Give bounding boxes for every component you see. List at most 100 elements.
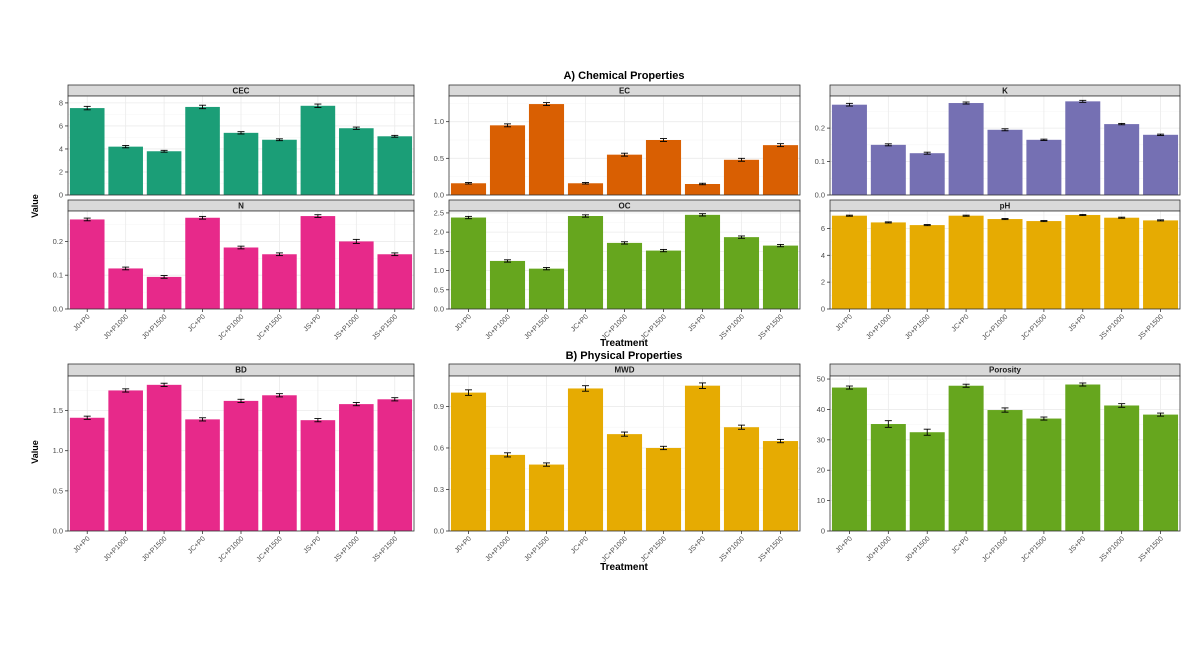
y-tick-label: 2: [59, 167, 63, 176]
bar-jc-p1000: [987, 410, 1023, 531]
bar-js-p0: [1065, 101, 1101, 195]
x-tick-label: JS+P0: [303, 535, 323, 555]
y-tick-label: 1.5: [434, 247, 444, 256]
panel-oc: OC 0.0 0.5 1.0 1.5 2.0 2.5 J0+P0 J0+P1000 J0+P150…: [434, 199, 801, 342]
x-tick-label: JC+P1500: [1020, 535, 1048, 563]
bar-j0-p1500: [528, 104, 565, 195]
x-tick-label: JC+P1000: [217, 313, 245, 341]
bar-jc-p1500: [1026, 221, 1062, 309]
x-tick-label: JS+P1000: [333, 535, 361, 563]
bar-jc-p1000: [606, 434, 643, 531]
x-tick-label: J0+P1000: [485, 535, 512, 562]
y-tick-label: 1.0: [434, 266, 444, 275]
bar-js-p1500: [762, 145, 799, 195]
y-tick-label: 0.6: [434, 443, 444, 452]
x-tick-label: JC+P0: [951, 313, 971, 333]
y-axis-label-b: Value: [30, 440, 40, 464]
x-tick-label: J0+P0: [73, 535, 92, 554]
bar-j0-p1500: [528, 268, 565, 309]
x-tick-label: J0+P0: [454, 535, 473, 554]
y-tick-label: 20: [817, 466, 825, 475]
panel-bd: BD 0.0 0.5 1.0 1.5 J0+P0 J0+P1000 J0+P1500 JC+P0…: [53, 363, 415, 564]
bar-js-p0: [1065, 384, 1101, 531]
bar-jc-p1000: [223, 132, 259, 195]
x-tick-label: JC+P1500: [640, 535, 668, 563]
bar-js-p1000: [1104, 405, 1140, 531]
bar-j0-p0: [69, 219, 105, 309]
bar-js-p1500: [377, 399, 413, 531]
bar-js-p1500: [377, 136, 413, 195]
facet-title: EC: [619, 87, 630, 96]
bar-j0-p1000: [489, 125, 526, 195]
panel-k: K 0.0 0.1 0.2: [815, 84, 1181, 200]
x-tick-label: JC+P1000: [601, 535, 629, 563]
bar-j0-p1500: [909, 153, 945, 195]
bar-js-p0: [684, 214, 721, 309]
bar-js-p1000: [339, 128, 374, 195]
panel-porosity: Porosity 0 10 20 30 40 50 J0+P0 J0+P1000 J0+P1500…: [817, 363, 1181, 564]
bar-jc-p0: [567, 183, 604, 195]
x-tick-label: JS+P1000: [333, 313, 361, 341]
x-tick-label: JS+P1000: [1098, 313, 1126, 341]
y-tick-label: 0.5: [434, 285, 444, 294]
y-tick-label: 0.3: [434, 485, 444, 494]
facet-title: pH: [1000, 202, 1011, 211]
y-tick-label: 1.5: [53, 406, 63, 415]
bar-j0-p1500: [146, 151, 182, 195]
bar-j0-p1000: [870, 144, 906, 195]
x-tick-label: J0+P1500: [141, 535, 168, 562]
section-b-title: B) Physical Properties: [566, 350, 683, 362]
bar-jc-p0: [948, 103, 984, 195]
panel-cec: CEC 0 2 4 6 8: [59, 84, 415, 200]
bar-js-p1000: [723, 427, 760, 531]
bar-js-p1000: [339, 241, 374, 309]
y-tick-label: 0.9: [434, 402, 444, 411]
x-tick-label: J0+P1000: [865, 313, 892, 340]
y-tick-label: 0: [821, 305, 825, 314]
x-tick-label: JC+P1000: [217, 535, 245, 563]
y-tick-label: 6: [821, 224, 825, 233]
bar-j0-p0: [69, 417, 105, 531]
y-tick-label: 0.0: [434, 305, 444, 314]
bar-jc-p1500: [262, 139, 297, 195]
facet-title: CEC: [233, 87, 250, 96]
bar-jc-p0: [185, 106, 220, 195]
y-axis-label-a: Value: [30, 194, 40, 218]
y-tick-label: 0.0: [53, 305, 63, 314]
bar-j0-p1000: [108, 146, 143, 195]
x-tick-label: JS+P1500: [757, 535, 785, 563]
bar-jc-p1500: [262, 254, 297, 309]
y-tick-label: 1.0: [53, 446, 63, 455]
x-tick-label: JC+P1500: [256, 535, 284, 563]
bar-jc-p1500: [645, 140, 682, 195]
facet-panels: CEC 0 2 4 6 8 EC 0.0 0.5 1.0 K 0.0 0.1 0.2 N 0.0 0.1 0.2 J…: [53, 84, 1181, 564]
bar-jc-p1000: [606, 242, 643, 309]
x-tick-label: J0+P1500: [904, 535, 931, 562]
panel-n: N 0.0 0.1 0.2 J0+P0 J0+P1000 J0+P1500 JC+P0 JC+P…: [53, 199, 415, 342]
y-tick-label: 0.0: [434, 527, 444, 536]
bar-j0-p0: [69, 108, 105, 195]
x-tick-label: JC+P1000: [981, 535, 1009, 563]
y-tick-label: 0.1: [53, 271, 63, 280]
x-tick-label: J0+P1000: [485, 313, 512, 340]
x-tick-label: JC+P1500: [640, 313, 668, 341]
x-tick-label: JS+P1000: [718, 313, 746, 341]
x-tick-label: JC+P0: [570, 313, 590, 333]
section-a-title: A) Chemical Properties: [563, 70, 684, 82]
bar-j0-p1000: [870, 222, 906, 309]
bar-j0-p1500: [528, 464, 565, 531]
bar-js-p0: [1065, 215, 1101, 309]
bar-j0-p0: [450, 392, 487, 531]
bar-js-p1500: [1143, 134, 1179, 195]
panel-mwd: MWD 0.0 0.3 0.6 0.9 J0+P0 J0+P1000 J0+P1500 JC+P…: [434, 363, 801, 564]
x-tick-label: JS+P0: [1068, 313, 1088, 333]
y-tick-label: 6: [59, 121, 63, 130]
bar-js-p1500: [377, 254, 413, 309]
bar-jc-p1000: [223, 400, 259, 531]
bar-j0-p1000: [108, 268, 143, 309]
x-tick-label: JC+P0: [187, 535, 207, 555]
x-tick-label: JS+P1500: [757, 313, 785, 341]
bar-jc-p1500: [645, 447, 682, 531]
y-tick-label: 0.0: [53, 527, 63, 536]
bar-jc-p0: [567, 215, 604, 309]
